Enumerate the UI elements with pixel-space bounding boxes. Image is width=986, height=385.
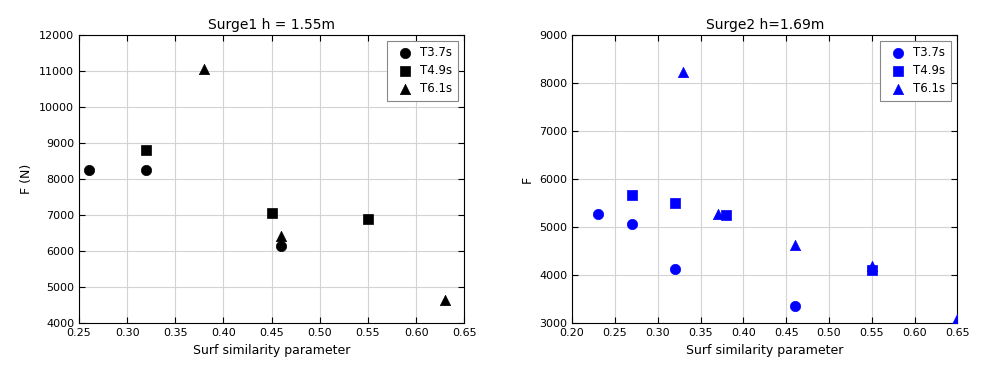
T4.9s bbox=[263, 210, 279, 216]
T6.1s bbox=[437, 297, 453, 303]
T6.1s bbox=[674, 69, 690, 75]
T6.1s bbox=[709, 211, 725, 217]
T6.1s bbox=[863, 263, 879, 269]
Legend: T3.7s, T4.9s, T6.1s: T3.7s, T4.9s, T6.1s bbox=[387, 40, 458, 101]
T4.9s bbox=[667, 200, 682, 206]
Title: Surge2 h=1.69m: Surge2 h=1.69m bbox=[705, 18, 823, 32]
X-axis label: Surf similarity parameter: Surf similarity parameter bbox=[192, 344, 350, 357]
Legend: T3.7s, T4.9s, T6.1s: T3.7s, T4.9s, T6.1s bbox=[880, 40, 951, 101]
T3.7s bbox=[786, 303, 802, 309]
T3.7s bbox=[623, 221, 639, 227]
T6.1s bbox=[196, 66, 212, 72]
T6.1s bbox=[273, 233, 289, 239]
T3.7s bbox=[590, 211, 605, 217]
T6.1s bbox=[786, 242, 802, 248]
X-axis label: Surf similarity parameter: Surf similarity parameter bbox=[685, 344, 843, 357]
T4.9s bbox=[623, 192, 639, 199]
T4.9s bbox=[718, 212, 734, 218]
T3.7s bbox=[138, 167, 154, 173]
Y-axis label: F: F bbox=[520, 176, 533, 182]
T3.7s bbox=[273, 243, 289, 249]
T4.9s bbox=[138, 147, 154, 153]
T6.1s bbox=[949, 316, 964, 322]
T4.9s bbox=[360, 216, 376, 223]
Title: Surge1 h = 1.55m: Surge1 h = 1.55m bbox=[208, 18, 335, 32]
Y-axis label: F (N): F (N) bbox=[21, 164, 34, 194]
T3.7s bbox=[81, 167, 97, 173]
T4.9s bbox=[863, 267, 879, 273]
T3.7s bbox=[667, 266, 682, 272]
